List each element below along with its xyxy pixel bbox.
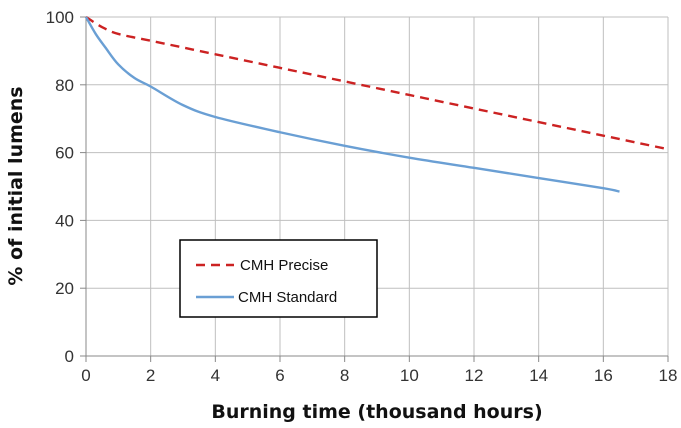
legend-box bbox=[179, 239, 378, 318]
x-tick-label: 2 bbox=[146, 366, 155, 385]
y-tick-labels: 0 20 40 60 80 100 bbox=[46, 8, 74, 366]
x-tick-label: 0 bbox=[81, 366, 90, 385]
x-tick-label: 18 bbox=[659, 366, 678, 385]
legend: CMH Precise CMH Standard bbox=[179, 239, 378, 318]
x-tick-label: 12 bbox=[465, 366, 484, 385]
y-tick-label: 40 bbox=[55, 211, 74, 230]
x-axis-title: Burning time (thousand hours) bbox=[211, 401, 542, 423]
axes bbox=[80, 16, 669, 362]
x-tick-label: 4 bbox=[211, 366, 220, 385]
y-axis-title: % of initial lumens bbox=[5, 86, 27, 285]
x-tick-labels: 0 2 4 6 8 10 12 14 16 18 bbox=[81, 366, 677, 385]
y-tick-label: 80 bbox=[55, 76, 74, 95]
x-tick-label: 6 bbox=[275, 366, 284, 385]
y-tick-label: 0 bbox=[65, 347, 74, 366]
y-tick-label: 100 bbox=[46, 8, 74, 27]
series-lines bbox=[84, 15, 669, 193]
x-tick-label: 8 bbox=[340, 366, 349, 385]
series-line-cmh-precise bbox=[85, 15, 669, 151]
legend-label-cmh-precise: CMH Precise bbox=[240, 257, 328, 274]
x-tick-label: 14 bbox=[529, 366, 548, 385]
y-tick-label: 60 bbox=[55, 144, 74, 163]
x-tick-label: 16 bbox=[594, 366, 613, 385]
x-tick-label: 10 bbox=[400, 366, 419, 385]
series-line-cmh-standard bbox=[84, 16, 620, 193]
y-tick-label: 20 bbox=[55, 279, 74, 298]
legend-label-cmh-standard: CMH Standard bbox=[238, 289, 337, 306]
